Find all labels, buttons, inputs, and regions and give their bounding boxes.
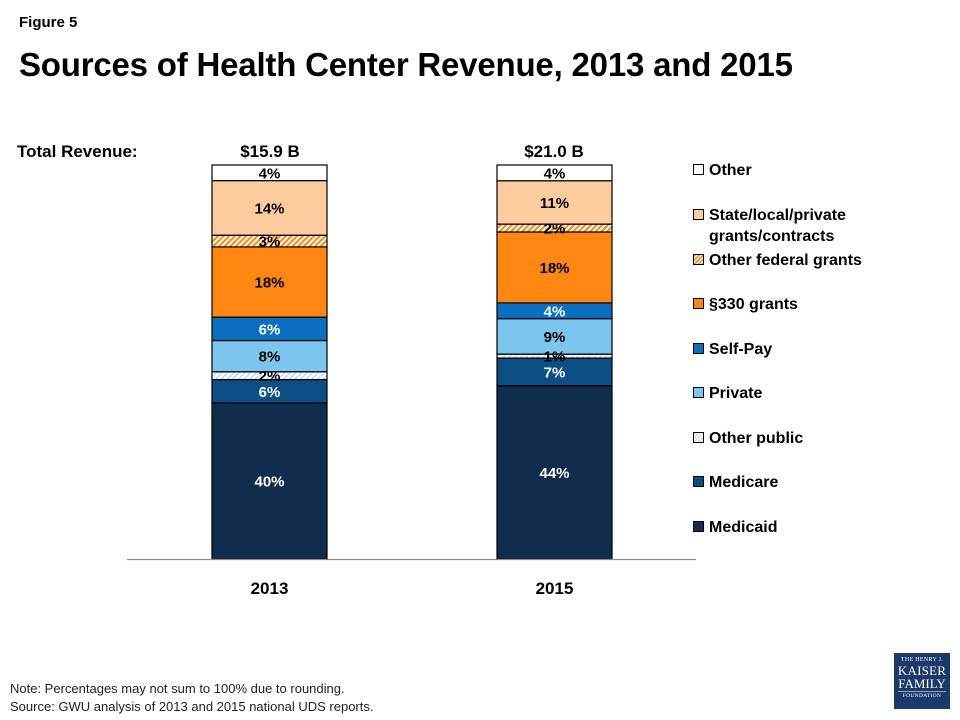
legend-swatch-medicaid [693,521,704,532]
data-label-other-public-2015: 1% [544,349,566,366]
data-label-medicaid-2013: 40% [254,473,284,490]
data-label-other-federal-grants-2015: 2% [544,221,566,238]
legend-label-line: Self-Pay [709,341,773,358]
legend-label-line: grants/contracts [709,228,835,245]
data-label-private-2013: 8% [259,349,281,366]
legend-item-private: Private [693,383,762,404]
total-revenue-label: Total Revenue: [17,142,138,161]
legend-label: Other public [709,428,803,449]
legend-item-other-federal-grants: Other federal grants [693,250,862,271]
legend-swatch-330-grants [693,298,704,309]
data-label-other-2013: 4% [259,165,281,182]
legend-item-other: Other [693,160,752,181]
legend-item-other-public: Other public [693,428,803,449]
legend-label-line: Medicare [709,474,779,491]
bar-segment-private-2013 [211,339,328,373]
legend-swatch-other [693,164,704,175]
kff-logo: THE HENRY J. KAISER FAMILY FOUNDATION [894,653,950,709]
bar-segment-other-2013 [211,164,328,182]
data-label-medicare-2013: 6% [259,384,281,401]
legend-swatch-medicare [693,476,704,487]
legend-label: §330 grants [709,294,798,315]
bar-segment-medicaid-2015 [496,385,613,560]
legend-label-line: Other [709,162,752,179]
bar-segment-330-grants-2013 [211,246,328,318]
data-label-medicaid-2015: 44% [539,465,569,482]
data-label-medicare-2015: 7% [544,364,566,381]
legend-label: Other federal grants [709,250,862,271]
bar-segment-state-local-private-grants-contracts-2015 [496,180,613,225]
legend-item-medicaid: Medicaid [693,517,777,538]
legend-label-line: Other federal grants [709,252,862,269]
data-label-other-federal-grants-2013: 3% [259,234,281,251]
legend-label: Private [709,383,762,404]
logo-line-3: FAMILY [898,676,946,691]
data-label-private-2015: 9% [544,329,566,346]
legend-swatch-state-local-private-grants-contracts [693,209,704,220]
bar-segment-other-2015 [496,164,613,182]
legend-item-330-grants: §330 grants [693,294,798,315]
total-revenue-2013: $15.9 B [240,142,300,161]
chart-title: Sources of Health Center Revenue, 2013 a… [19,46,793,83]
data-label-other-public-2013: 2% [259,368,281,385]
legend-label-line: Medicaid [709,519,778,536]
legend-swatch-other-public [693,432,704,443]
legend-label-line: §330 grants [709,296,798,313]
legend-item-medicare: Medicare [693,472,778,493]
figure-label: Figure 5 [19,14,78,31]
bar-segment-330-grants-2015 [496,231,613,304]
data-label-self-pay-2013: 6% [259,321,281,338]
footnote: Note: Percentages may not sum to 100% du… [10,680,373,716]
data-label-other-2015: 4% [544,165,566,182]
source-text: Source: GWU analysis of 2013 and 2015 na… [10,699,374,714]
data-label-330-grants-2013: 18% [254,275,284,292]
legend-label: Self-Pay [709,339,772,360]
x-tick-label-2015: 2015 [536,579,574,598]
bar-segment-medicare-2015 [496,357,613,387]
total-revenue-2015: $21.0 B [524,142,584,161]
legend-label-line: State/local/private [709,207,846,224]
data-label-state-local-private-grants-contracts-2015: 11% [540,195,569,212]
data-label-330-grants-2015: 18% [539,260,569,277]
legend-label: Other [709,160,752,181]
logo-line-4: FOUNDATION [898,691,946,701]
logo-line-1: THE HENRY J. [900,657,944,663]
bar-segment-private-2015 [496,318,613,355]
legend-item-state-local-private-grants-contracts: State/local/private grants/contracts [693,205,846,247]
x-tick-label-2013: 2013 [251,579,289,598]
data-label-self-pay-2015: 4% [544,303,566,320]
legend-label-line: Private [709,385,763,402]
legend-label: Medicaid [709,517,777,538]
legend-label: State/local/private grants/contracts [709,205,846,247]
legend-swatch-other-federal-grants [693,254,704,265]
legend-label-line: Other public [709,430,804,447]
legend-swatch-private [693,387,704,398]
data-label-state-local-private-grants-contracts-2013: 14% [254,200,284,217]
legend-swatch-self-pay [693,343,704,354]
logo-line-2: KAISER [897,663,947,678]
note-text: Note: Percentages may not sum to 100% du… [10,681,345,696]
bar-segment-state-local-private-grants-contracts-2013 [211,180,328,236]
legend-item-self-pay: Self-Pay [693,339,772,360]
legend-label: Medicare [709,472,778,493]
